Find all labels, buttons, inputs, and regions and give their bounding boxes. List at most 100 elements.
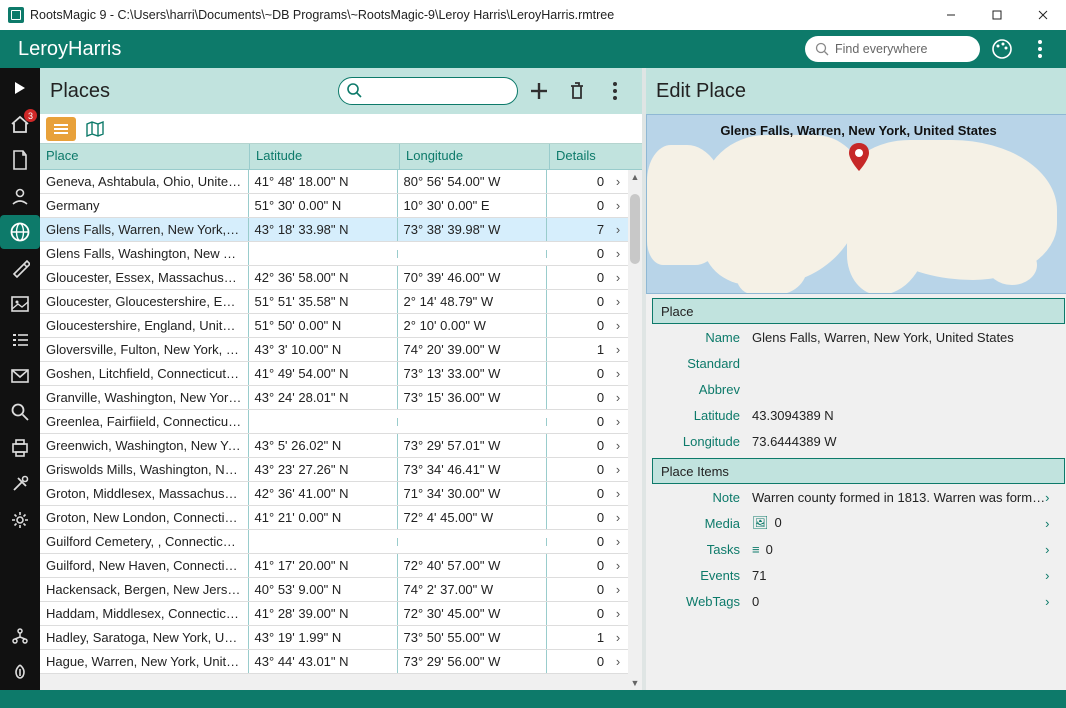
chevron-right-icon: › <box>608 582 628 597</box>
table-row[interactable]: Greenwich, Washington, New York, United … <box>40 434 628 458</box>
cell-details: 0 <box>547 554 609 577</box>
nav-people[interactable] <box>0 179 40 213</box>
global-search[interactable]: Find everywhere <box>805 36 980 62</box>
item-events[interactable]: Events 71 › <box>652 562 1065 588</box>
nav-sources[interactable] <box>0 251 40 285</box>
nav-search[interactable] <box>0 395 40 429</box>
cell-details: 0 <box>547 314 609 337</box>
field-name[interactable]: Name Glens Falls, Warren, New York, Unit… <box>652 324 1065 350</box>
nav-publish[interactable] <box>0 431 40 465</box>
edit-place-header: Edit Place <box>646 68 1066 114</box>
table-row[interactable]: Haddam, Middlesex, Connecticut, United S… <box>40 602 628 626</box>
view-list-button[interactable] <box>46 117 76 141</box>
cell-details: 0 <box>547 482 609 505</box>
app-header: LeroyHarris Find everywhere <box>0 30 1066 68</box>
cell-place: Germany <box>40 194 249 217</box>
close-button[interactable] <box>1020 0 1066 30</box>
field-longitude[interactable]: Longitude 73.6444389 W <box>652 428 1065 454</box>
chevron-right-icon: › <box>608 174 628 189</box>
cell-place: Griswolds Mills, Washington, New York, U… <box>40 458 249 481</box>
nav-hints[interactable] <box>0 655 40 689</box>
table-row[interactable]: Hackensack, Bergen, New Jersey, United S… <box>40 578 628 602</box>
nav-media[interactable] <box>0 287 40 321</box>
nav-home[interactable]: 3 <box>0 107 40 141</box>
cell-place: Guilford, New Haven, Connecticut, United… <box>40 554 249 577</box>
nav-settings[interactable] <box>0 503 40 537</box>
edit-place-title: Edit Place <box>656 80 746 103</box>
cell-lon: 2° 10' 0.00" W <box>398 314 547 337</box>
col-latitude[interactable]: Latitude <box>250 144 400 169</box>
field-latitude[interactable]: Latitude 43.3094389 N <box>652 402 1065 428</box>
table-row[interactable]: Gloucestershire, England, United Kingdom… <box>40 314 628 338</box>
cell-lat <box>249 418 398 426</box>
field-abbrev[interactable]: Abbrev <box>652 376 1065 402</box>
col-place[interactable]: Place <box>40 144 250 169</box>
scroll-thumb[interactable] <box>630 194 640 264</box>
table-row[interactable]: Guilford Cemetery, , Connecticut, United… <box>40 530 628 554</box>
col-details[interactable]: Details <box>550 144 612 169</box>
table-row[interactable]: Goshen, Litchfield, Connecticut, United … <box>40 362 628 386</box>
chevron-right-icon: › <box>608 198 628 213</box>
nav-play[interactable] <box>0 71 40 105</box>
app-icon <box>8 7 24 23</box>
cell-place: Groton, Middlesex, Massachusetts, United… <box>40 482 249 505</box>
cell-details: 1 <box>547 626 609 649</box>
minimize-button[interactable] <box>928 0 974 30</box>
view-map-button[interactable] <box>80 117 110 141</box>
chevron-right-icon: › <box>608 438 628 453</box>
places-pane: Places Place Latitude Longitude <box>40 68 646 690</box>
places-filter-input[interactable] <box>338 77 518 105</box>
scroll-up-icon[interactable]: ▲ <box>628 170 642 184</box>
table-row[interactable]: Hadley, Saratoga, New York, United State… <box>40 626 628 650</box>
cell-place: Goshen, Litchfield, Connecticut, United … <box>40 362 249 385</box>
chevron-right-icon: › <box>1045 594 1065 609</box>
places-more-button[interactable] <box>598 74 632 108</box>
scroll-down-icon[interactable]: ▼ <box>628 676 642 690</box>
table-row[interactable]: Glens Falls, Warren, New York, United St… <box>40 218 628 242</box>
place-map[interactable]: Glens Falls, Warren, New York, United St… <box>646 114 1066 294</box>
table-row[interactable]: Gloversville, Fulton, New York, United S… <box>40 338 628 362</box>
item-media[interactable]: Media 🖼0 › <box>652 510 1065 536</box>
section-place-items: Place Items <box>652 458 1065 484</box>
chevron-right-icon: › <box>608 414 628 429</box>
chevron-right-icon: › <box>608 318 628 333</box>
maximize-button[interactable] <box>974 0 1020 30</box>
delete-place-button[interactable] <box>560 74 594 108</box>
table-row[interactable]: Granville, Washington, New York, United … <box>40 386 628 410</box>
table-row[interactable]: Hague, Warren, New York, United States43… <box>40 650 628 674</box>
table-row[interactable]: Glens Falls, Washington, New York, Unite… <box>40 242 628 266</box>
table-row[interactable]: Guilford, New Haven, Connecticut, United… <box>40 554 628 578</box>
table-row[interactable]: Groton, New London, Connecticut, United … <box>40 506 628 530</box>
chevron-right-icon: › <box>608 222 628 237</box>
table-row[interactable]: Griswolds Mills, Washington, New York, U… <box>40 458 628 482</box>
nav-places[interactable] <box>0 215 40 249</box>
item-webtags[interactable]: WebTags 0 › <box>652 588 1065 614</box>
cell-details: 1 <box>547 338 609 361</box>
palette-button[interactable] <box>986 33 1018 65</box>
item-tasks[interactable]: Tasks ≡0 › <box>652 536 1065 562</box>
item-note[interactable]: Note Warren county formed in 1813. Warre… <box>652 484 1065 510</box>
table-row[interactable]: Greenlea, Fairfiield, Connecticut, Unite… <box>40 410 628 434</box>
table-row[interactable]: Gloucester, Essex, Massachusetts, United… <box>40 266 628 290</box>
cell-lon: 73° 29' 56.00" W <box>398 650 547 673</box>
cell-lat: 41° 48' 18.00" N <box>249 170 398 193</box>
table-row[interactable]: Gloucester, Gloucestershire, England, Un… <box>40 290 628 314</box>
nav-tree-share[interactable] <box>0 619 40 653</box>
add-place-button[interactable] <box>522 74 556 108</box>
table-scrollbar[interactable]: ▲ ▼ <box>628 170 642 690</box>
nav-tasks[interactable] <box>0 323 40 357</box>
more-button[interactable] <box>1024 33 1056 65</box>
field-standard[interactable]: Standard <box>652 350 1065 376</box>
cell-details: 0 <box>547 650 609 673</box>
nav-tools[interactable] <box>0 467 40 501</box>
nav-addresses[interactable] <box>0 359 40 393</box>
search-icon <box>815 42 829 56</box>
nav-file[interactable] <box>0 143 40 177</box>
col-longitude[interactable]: Longitude <box>400 144 550 169</box>
table-row[interactable]: Germany51° 30' 0.00" N10° 30' 0.00" E0› <box>40 194 628 218</box>
table-row[interactable]: Geneva, Ashtabula, Ohio, United States41… <box>40 170 628 194</box>
cell-details: 0 <box>547 578 609 601</box>
tasks-icon: ≡ <box>752 542 760 557</box>
table-row[interactable]: Groton, Middlesex, Massachusetts, United… <box>40 482 628 506</box>
cell-lat: 41° 21' 0.00" N <box>249 506 398 529</box>
